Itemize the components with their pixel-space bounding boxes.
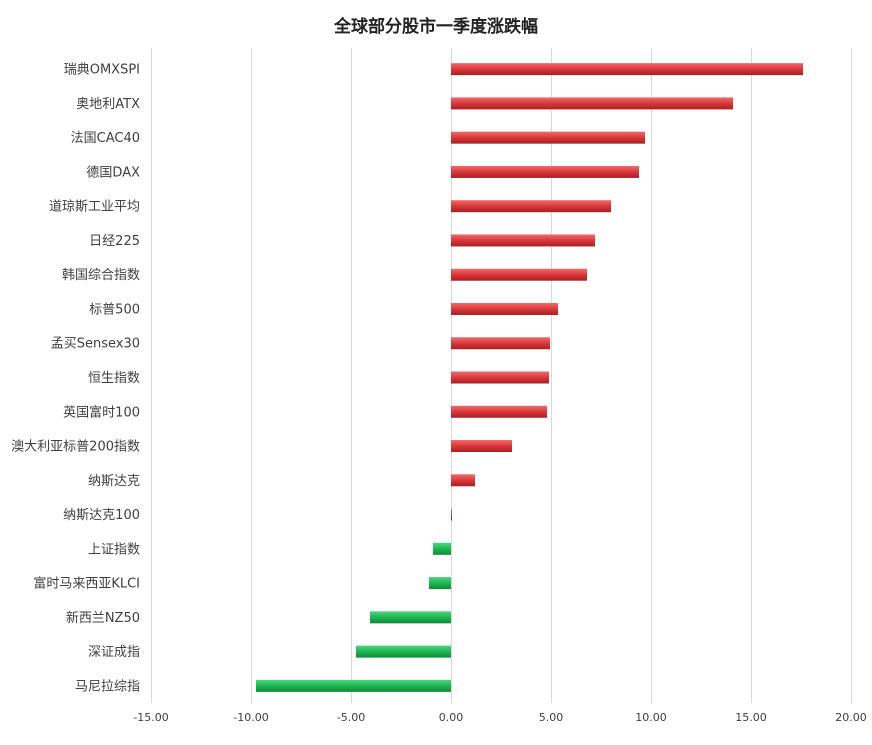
category-label: 英国富时100 xyxy=(63,404,140,420)
chart-title: 全球部分股市一季度涨跌幅 xyxy=(334,17,538,37)
bar xyxy=(451,474,475,487)
x-tick-label: 20.00 xyxy=(835,711,867,724)
category-label: 纳斯达克100 xyxy=(63,508,140,523)
category-label: 瑞典OMXSPI xyxy=(64,63,140,78)
category-label: 孟买Sensex30 xyxy=(51,337,140,352)
bar xyxy=(451,268,587,281)
category-label: 奥地利ATX xyxy=(76,97,140,112)
category-label: 日经225 xyxy=(89,234,140,249)
bar xyxy=(451,440,512,453)
category-label: 道琼斯工业平均 xyxy=(49,200,140,215)
category-label: 富时马来西亚KLCI xyxy=(33,576,140,592)
category-label: 马尼拉综指 xyxy=(75,679,140,694)
category-label: 恒生指数 xyxy=(88,371,140,386)
bars xyxy=(256,63,803,692)
bar xyxy=(451,234,595,247)
x-tick-label: 10.00 xyxy=(635,711,667,724)
bar xyxy=(451,302,558,315)
bar xyxy=(429,577,451,590)
category-label: 上证指数 xyxy=(88,542,140,557)
bar xyxy=(451,508,452,521)
bar xyxy=(433,542,451,555)
category-label: 澳大利亚标普200指数 xyxy=(11,439,140,455)
category-label: 德国DAX xyxy=(86,165,140,180)
x-tick-label: -15.00 xyxy=(133,711,168,724)
bar xyxy=(451,131,645,144)
bar xyxy=(451,405,547,418)
bar xyxy=(451,371,549,384)
bar xyxy=(451,63,803,76)
x-tick-label: 0.00 xyxy=(439,711,464,724)
bar xyxy=(370,611,451,624)
x-tick-label: 5.00 xyxy=(539,711,564,724)
x-tick-label: -10.00 xyxy=(233,711,268,724)
bar xyxy=(356,645,451,658)
x-tick-labels: -15.00 -10.00 -5.00 0.00 5.00 10.00 15.00 20.00 xyxy=(133,711,866,724)
bar xyxy=(451,200,611,213)
bar xyxy=(451,337,550,350)
category-label: 纳斯达克 xyxy=(88,474,140,489)
bar xyxy=(256,679,451,692)
category-label: 深证成指 xyxy=(88,645,140,660)
category-label: 新西兰NZ50 xyxy=(66,610,140,626)
bar xyxy=(451,97,733,110)
x-tick-label: 15.00 xyxy=(735,711,767,724)
bar xyxy=(451,165,639,178)
x-tick-label: -5.00 xyxy=(337,711,365,724)
category-label: 法国CAC40 xyxy=(71,131,140,146)
category-label: 韩国综合指数 xyxy=(62,268,140,283)
category-label: 标普500 xyxy=(89,302,140,317)
